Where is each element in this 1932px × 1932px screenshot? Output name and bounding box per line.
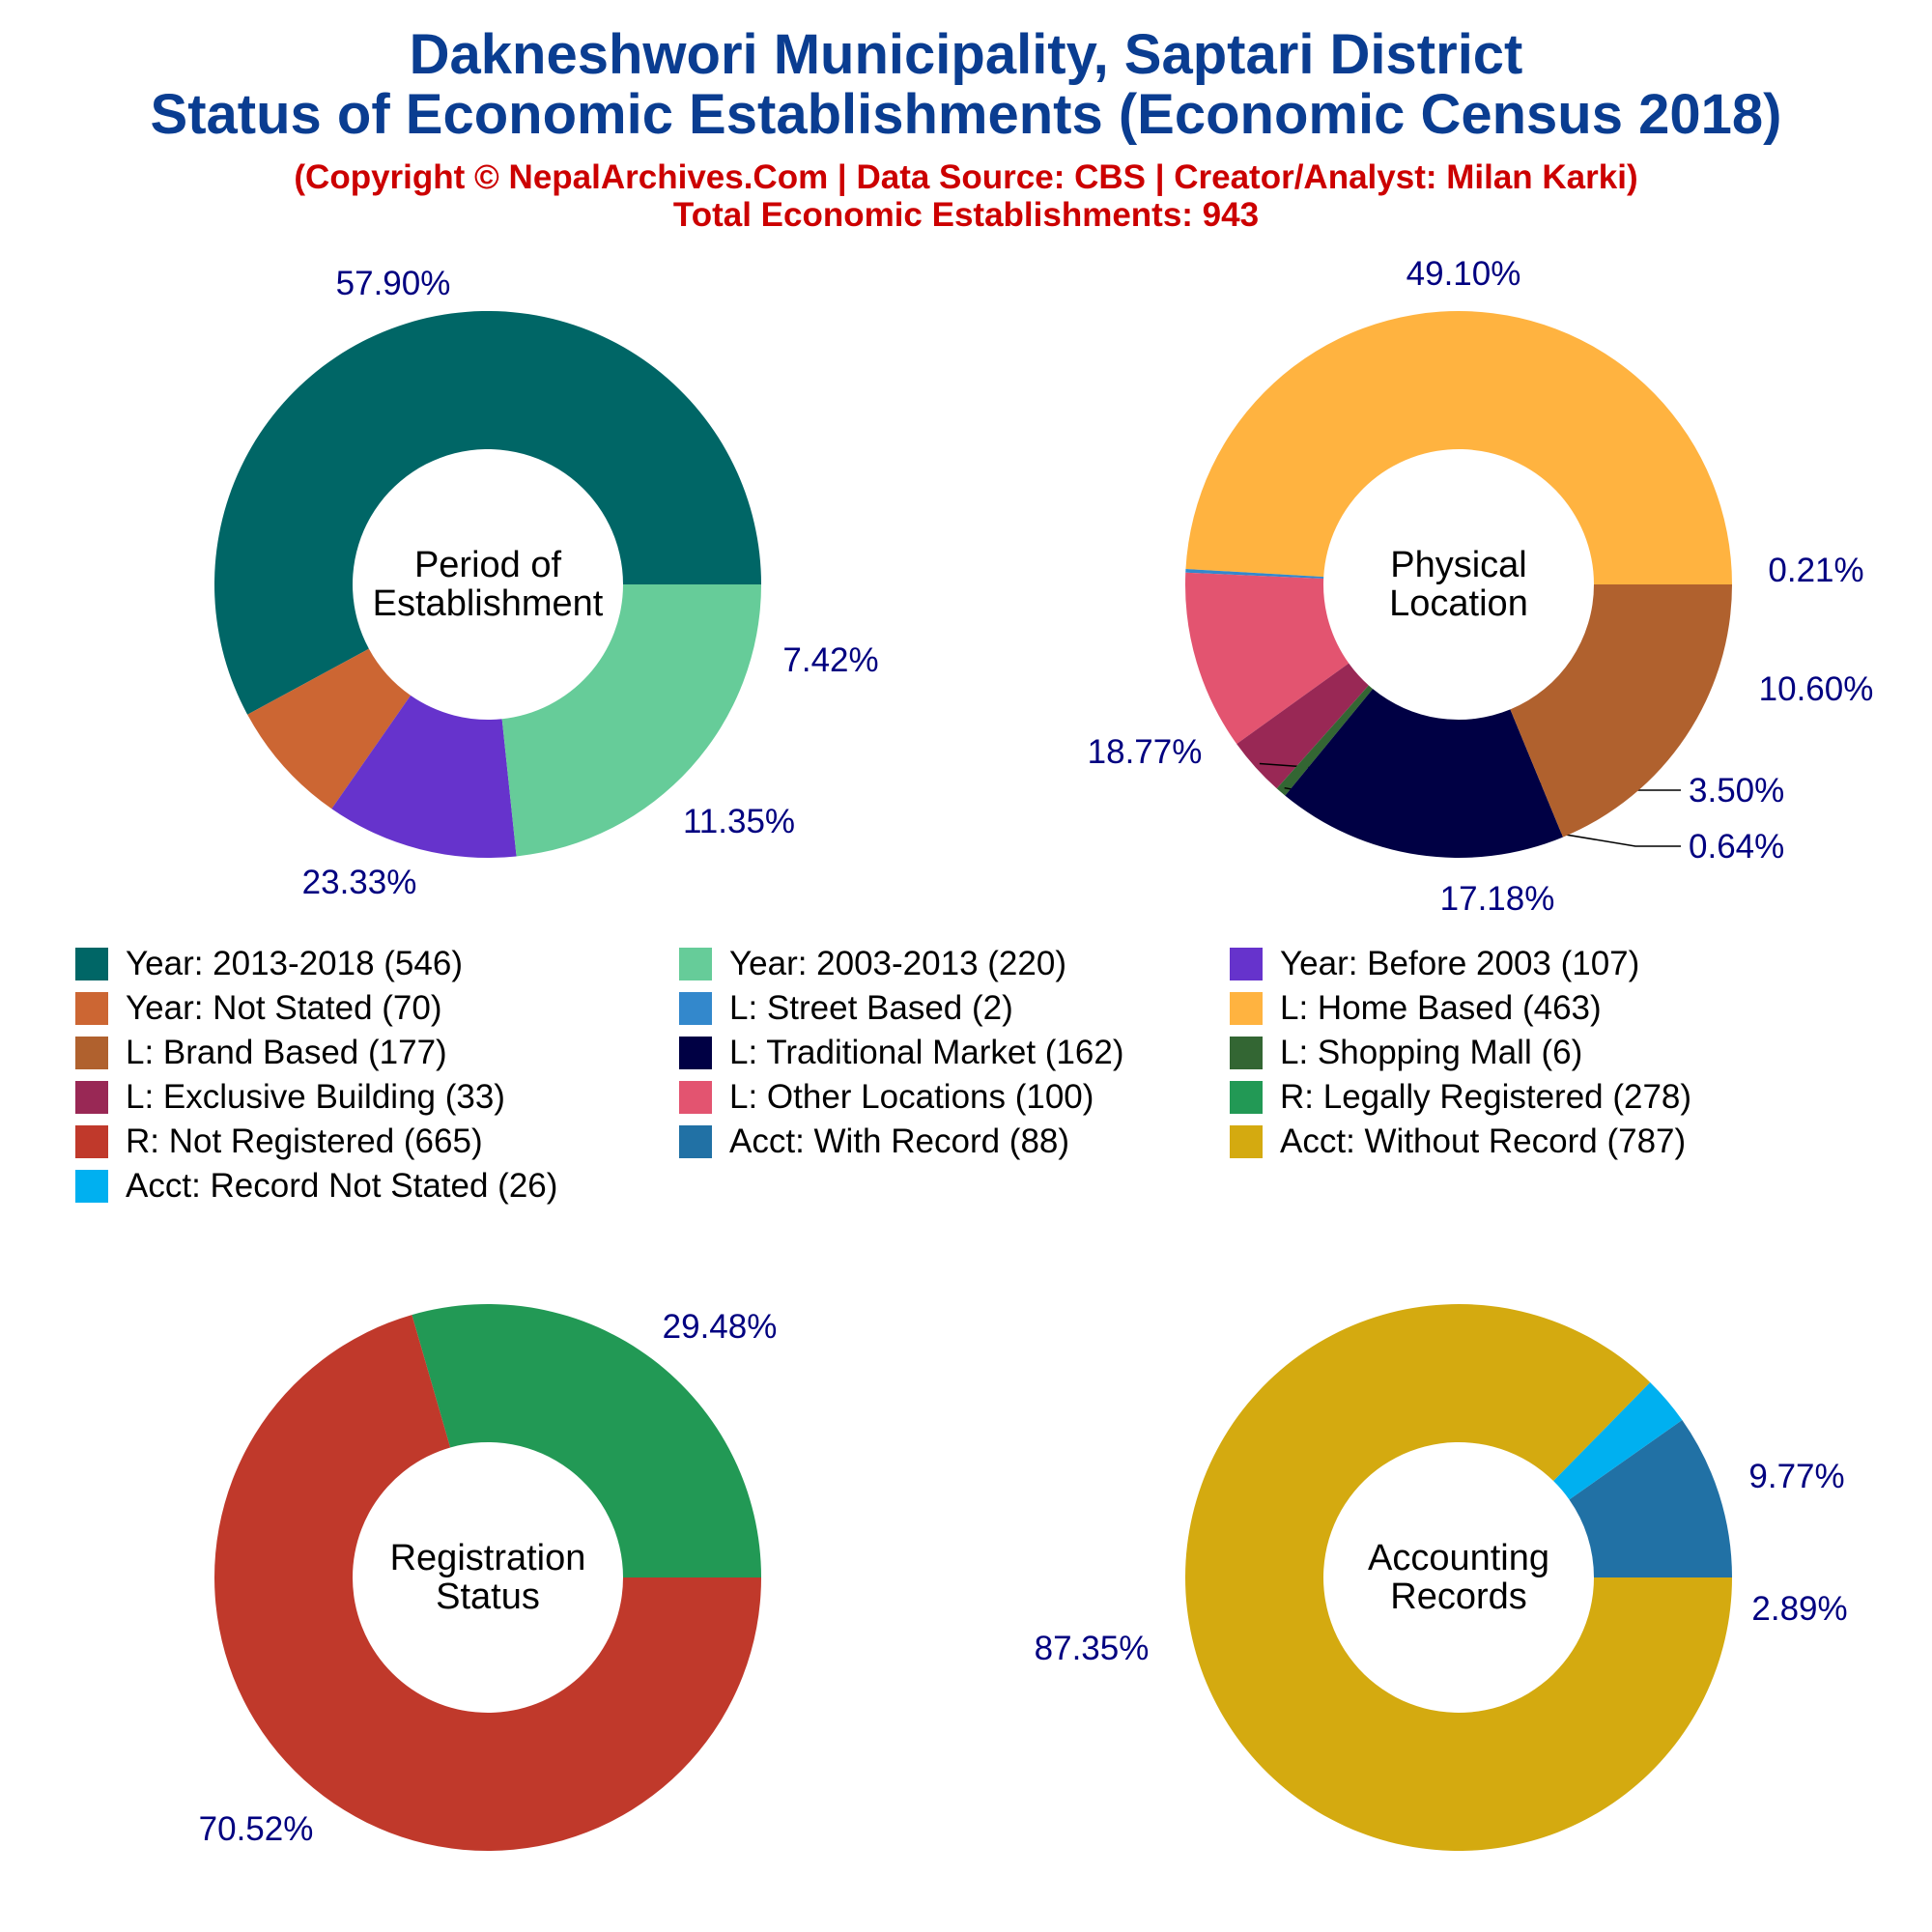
legend-item: Acct: With Record (88) — [679, 1120, 1230, 1164]
donut-center-label: Registration — [390, 1538, 586, 1578]
legend-item: L: Brand Based (177) — [75, 1031, 679, 1075]
donut-slice — [1569, 1420, 1733, 1577]
slice-percent-label: 11.35% — [683, 803, 795, 840]
legend-item: L: Shopping Mall (6) — [1230, 1031, 1771, 1075]
donut-slice — [412, 1304, 761, 1577]
legend-swatch — [1230, 992, 1263, 1025]
legend-item: L: Exclusive Building (33) — [75, 1075, 679, 1120]
legend-swatch — [1230, 1125, 1263, 1158]
donut-center-label: Physical — [1390, 545, 1527, 585]
slice-percent-label: 0.64% — [1689, 828, 1784, 866]
legend-item: R: Legally Registered (278) — [1230, 1075, 1771, 1120]
donut-slice — [1276, 685, 1374, 796]
donut-slice — [1553, 1381, 1683, 1500]
donut-slice — [1510, 584, 1732, 838]
legend-label: L: Street Based (2) — [729, 989, 1013, 1027]
legend-item: L: Other Locations (100) — [679, 1075, 1230, 1120]
slice-percent-label: 70.52% — [199, 1810, 314, 1848]
legend-swatch — [75, 1037, 108, 1069]
donut-slice — [1185, 310, 1732, 584]
donut-slice — [247, 648, 412, 810]
legend-label: L: Traditional Market (162) — [729, 1034, 1124, 1071]
slice-percent-label: 10.60% — [1759, 670, 1874, 708]
legend-item: Acct: Without Record (787) — [1230, 1120, 1771, 1164]
legend-label: Acct: Without Record (787) — [1280, 1122, 1687, 1160]
donut-slice — [1185, 568, 1324, 579]
donut-slice — [1185, 1304, 1732, 1852]
donut-slice — [501, 584, 761, 857]
legend-item: Acct: Record Not Stated (26) — [75, 1164, 679, 1208]
slice-percent-label: 23.33% — [302, 864, 417, 901]
chart-header: Dakneshwori Municipality, Saptari Distri… — [0, 0, 1932, 235]
slice-percent-label: 57.90% — [336, 265, 451, 302]
donut-slice — [213, 310, 761, 715]
legend-swatch — [75, 1081, 108, 1114]
legend-swatch — [75, 1170, 108, 1203]
legend-label: L: Shopping Mall (6) — [1280, 1034, 1583, 1071]
legend-swatch — [679, 948, 712, 980]
donut-slice — [213, 1315, 761, 1852]
legend-label: Year: 2013-2018 (546) — [126, 945, 463, 982]
donut-center-label: Establishment — [373, 583, 604, 624]
donut-slice — [1236, 663, 1369, 789]
legend-item: Year: Not Stated (70) — [75, 986, 679, 1031]
slice-percent-label: 49.10% — [1406, 255, 1521, 293]
legend-label: Acct: With Record (88) — [729, 1122, 1070, 1160]
legend-item: Year: 2003-2013 (220) — [679, 942, 1230, 986]
legend-label: Year: Before 2003 (107) — [1280, 945, 1640, 982]
donut-center-label: Records — [1390, 1577, 1527, 1617]
legend-swatch — [1230, 1081, 1263, 1114]
slice-percent-label: 0.21% — [1768, 552, 1863, 589]
donut-center-label: Location — [1389, 583, 1528, 624]
donut-slice — [331, 695, 517, 858]
slice-percent-label: 9.77% — [1748, 1458, 1844, 1495]
legend-label: R: Legally Registered (278) — [1280, 1078, 1692, 1116]
legend-label: L: Exclusive Building (33) — [126, 1078, 505, 1116]
donut-center-label: Accounting — [1368, 1538, 1549, 1578]
slice-percent-label: 7.42% — [782, 641, 878, 679]
legend-swatch — [75, 948, 108, 980]
legend-label: L: Other Locations (100) — [729, 1078, 1094, 1116]
slice-percent-label: 3.50% — [1689, 772, 1784, 810]
legend-label: Year: Not Stated (70) — [126, 989, 442, 1027]
legend-item: L: Home Based (463) — [1230, 986, 1771, 1031]
donut-center-label: Status — [436, 1577, 540, 1617]
legend-swatch — [1230, 1037, 1263, 1069]
chart-title-line2: Status of Economic Establishments (Econo… — [150, 83, 1782, 146]
slice-percent-label: 17.18% — [1440, 880, 1555, 918]
legend-swatch — [1230, 948, 1263, 980]
copyright-subtitle: (Copyright © NepalArchives.Com | Data So… — [294, 158, 1638, 196]
legend-swatch — [679, 1081, 712, 1114]
donut-chart: 49.10% 0.21% 10.60% 3.50% 0.64% 17.18% 18.77% P… — [1088, 255, 1874, 918]
legend-item: Year: 2013-2018 (546) — [75, 942, 679, 986]
legend-label: Year: 2003-2013 (220) — [729, 945, 1066, 982]
legend-swatch — [679, 992, 712, 1025]
legend-item: R: Not Registered (665) — [75, 1120, 679, 1164]
legend-swatch — [679, 1037, 712, 1069]
legend-label: L: Brand Based (177) — [126, 1034, 447, 1071]
legend-label: L: Home Based (463) — [1280, 989, 1602, 1027]
legend-label: Acct: Record Not Stated (26) — [126, 1167, 558, 1205]
chart-title-line1: Dakneshwori Municipality, Saptari Distri… — [409, 23, 1523, 86]
legend-item: L: Traditional Market (162) — [679, 1031, 1230, 1075]
legend-swatch — [679, 1125, 712, 1158]
legend: Year: 2013-2018 (546) Year: 2003-2013 (22… — [75, 942, 1911, 1208]
slice-percent-label: 87.35% — [1035, 1630, 1150, 1667]
donut-center-label: Period of — [414, 545, 562, 585]
legend-swatch — [75, 1125, 108, 1158]
slice-percent-label: 29.48% — [663, 1308, 778, 1346]
donut-slice — [1185, 572, 1350, 745]
donut-chart: 57.90% 7.42% 11.35% 23.33% Period ofEstablis… — [213, 265, 879, 901]
legend-label: R: Not Registered (665) — [126, 1122, 483, 1160]
total-establishments: Total Economic Establishments: 943 — [672, 196, 1260, 234]
legend-item: Year: Before 2003 (107) — [1230, 942, 1771, 986]
slice-percent-label: 18.77% — [1088, 733, 1203, 771]
legend-item: L: Street Based (2) — [679, 986, 1230, 1031]
donut-slice — [1285, 689, 1563, 858]
slice-percent-label: 2.89% — [1751, 1590, 1847, 1628]
legend-swatch — [75, 992, 108, 1025]
